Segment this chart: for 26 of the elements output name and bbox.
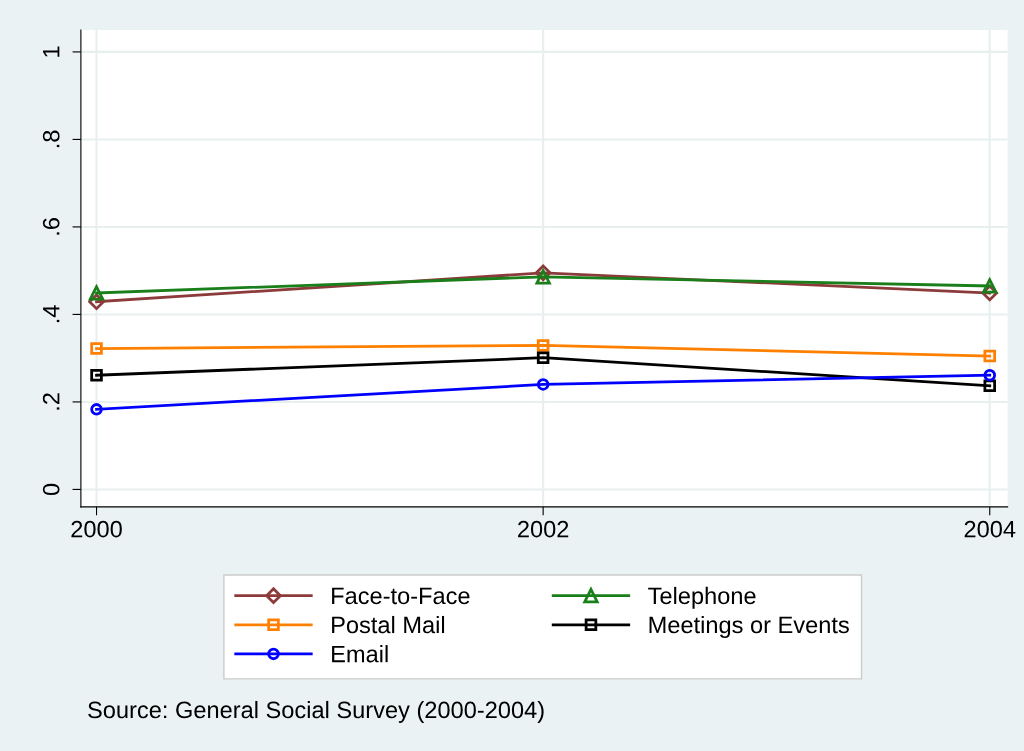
point <box>90 342 103 355</box>
legend-label: Face-to-Face <box>332 587 470 605</box>
y-tick-label: .8 <box>42 130 60 148</box>
point <box>90 368 103 382</box>
point <box>983 349 996 363</box>
point <box>983 368 996 382</box>
y-tick-label: 0 <box>42 483 60 496</box>
y-tick-label: .4 <box>43 305 60 323</box>
y-tick-label: 1 <box>43 46 60 57</box>
legend-label: Postal Mail <box>332 615 445 634</box>
x-tick-label: 2000 <box>71 520 122 538</box>
point <box>536 378 550 391</box>
source-note: Source: General Social Survey (2000-2004) <box>88 700 544 723</box>
y-tick-label: .6 <box>42 218 60 235</box>
point <box>535 269 551 285</box>
legend-label: Email <box>332 645 388 663</box>
point <box>88 285 105 301</box>
legend-label: Telephone <box>648 586 756 609</box>
point <box>982 278 998 294</box>
x-tick-label: 2002 <box>518 520 569 538</box>
point <box>90 403 103 416</box>
legend-label: Meetings or Events <box>649 615 849 638</box>
point <box>536 351 550 364</box>
point <box>536 339 550 352</box>
y-tick-label: .2 <box>42 393 60 410</box>
x-tick-label: 2004 <box>964 520 1016 538</box>
